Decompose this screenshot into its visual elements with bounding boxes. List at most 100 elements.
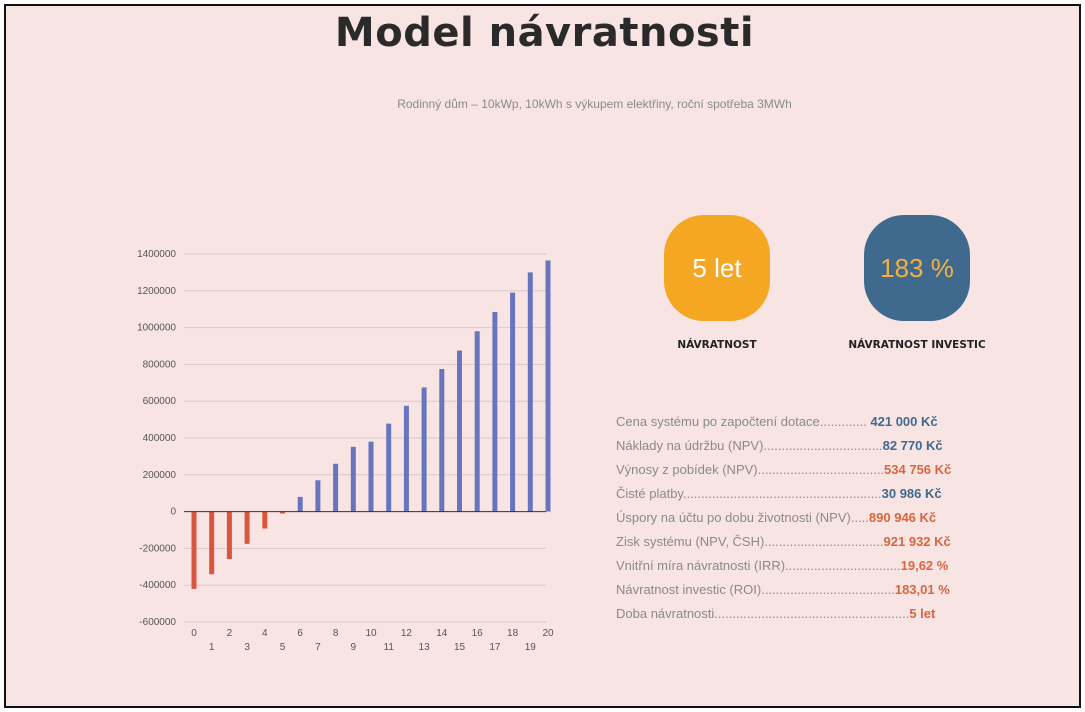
bar-year-14 bbox=[439, 369, 445, 512]
roi-badge-label: NÁVRATNOST INVESTIC bbox=[848, 339, 986, 351]
page-subtitle: Rodinný dům – 10kWp, 10kWh s výkupem ele… bbox=[397, 97, 792, 111]
x-tick-label: 7 bbox=[315, 642, 321, 653]
stat-leader: ............. bbox=[819, 414, 867, 429]
stat-label: Čisté platby bbox=[616, 486, 683, 501]
bar-year-5 bbox=[280, 511, 285, 514]
stat-row: Vnitřní míra návratnosti (IRR)..........… bbox=[616, 554, 951, 578]
bar-year-12 bbox=[403, 405, 409, 512]
stat-value: 421 000 Kč bbox=[870, 414, 938, 429]
bar-year-1 bbox=[209, 511, 215, 575]
x-tick-label: 18 bbox=[507, 628, 519, 639]
x-tick-label: 10 bbox=[365, 628, 377, 639]
y-tick-label: 1000000 bbox=[137, 323, 176, 334]
stat-label: Zisk systému (NPV, ČSH) bbox=[616, 534, 765, 549]
x-tick-label: 4 bbox=[262, 628, 268, 639]
y-tick-label: 1400000 bbox=[137, 249, 176, 260]
payback-badge: 5 let NÁVRATNOST bbox=[642, 215, 792, 351]
bar-year-2 bbox=[226, 511, 232, 560]
stat-value: 30 986 Kč bbox=[881, 486, 942, 501]
bar-year-20 bbox=[545, 260, 551, 512]
stat-label: Náklady na údržbu (NPV) bbox=[616, 438, 764, 453]
x-tick-label: 13 bbox=[419, 642, 431, 653]
stat-row: Cena systému po započtení dotace........… bbox=[616, 410, 951, 434]
page-title: Model návratnosti bbox=[334, 10, 755, 56]
stat-label: Doba návratnosti bbox=[616, 606, 715, 621]
x-tick-label: 14 bbox=[436, 628, 448, 639]
bar-year-7 bbox=[315, 480, 321, 512]
bar-year-17 bbox=[492, 311, 498, 512]
stat-row: Zisk systému (NPV, ČSH).................… bbox=[616, 530, 951, 554]
stat-value: 534 756 Kč bbox=[884, 462, 952, 477]
x-tick-label: 20 bbox=[542, 628, 554, 639]
bar-year-18 bbox=[510, 292, 516, 512]
x-tick-label: 11 bbox=[384, 642, 395, 653]
stat-leader: ................................. bbox=[763, 438, 883, 453]
stat-row: Doba návratnosti........................… bbox=[616, 602, 951, 626]
stat-label: Úspory na účtu po dobu životnosti (NPV) bbox=[616, 510, 851, 525]
y-tick-label: 200000 bbox=[143, 470, 177, 481]
stat-row: Čisté platby............................… bbox=[616, 482, 951, 506]
stat-row: Úspory na účtu po dobu životnosti (NPV).… bbox=[616, 506, 951, 530]
x-tick-label: 17 bbox=[489, 642, 501, 653]
stat-value: 183,01 % bbox=[894, 582, 950, 597]
stat-label: Vnitřní míra návratnosti (IRR) bbox=[616, 558, 786, 573]
y-tick-label: -200000 bbox=[139, 543, 176, 554]
page-frame: Model návratnosti Rodinný dům – 10kWp, 1… bbox=[4, 4, 1081, 708]
stat-row: Náklady na údržbu (NPV).................… bbox=[616, 434, 951, 458]
x-tick-label: 2 bbox=[227, 628, 233, 639]
bar-year-10 bbox=[368, 441, 374, 512]
y-tick-label: 600000 bbox=[143, 396, 177, 407]
stat-leader: ................................ bbox=[785, 558, 901, 573]
stat-leader: ..................................... bbox=[761, 582, 895, 597]
bar-year-13 bbox=[421, 387, 427, 512]
payback-badge-circle: 5 let bbox=[664, 215, 770, 321]
bar-year-19 bbox=[527, 272, 533, 512]
x-tick-label: 5 bbox=[280, 642, 286, 653]
y-tick-label: 1200000 bbox=[137, 286, 176, 297]
x-tick-label: 3 bbox=[244, 642, 250, 653]
stat-label: Cena systému po započtení dotace bbox=[616, 414, 820, 429]
bar-year-4 bbox=[262, 511, 268, 529]
payback-bar-chart: 1400000120000010000008000006000004000002… bbox=[137, 249, 554, 653]
bar-year-9 bbox=[350, 446, 356, 512]
bar-year-0 bbox=[191, 511, 197, 589]
x-tick-label: 19 bbox=[525, 642, 537, 653]
bar-year-8 bbox=[333, 463, 339, 512]
y-tick-label: 800000 bbox=[143, 359, 177, 370]
x-tick-label: 6 bbox=[297, 628, 303, 639]
x-tick-label: 12 bbox=[401, 628, 413, 639]
bar-year-3 bbox=[244, 511, 250, 544]
payback-badge-label: NÁVRATNOST bbox=[677, 339, 757, 351]
roi-badge: 183 % NÁVRATNOST INVESTIC bbox=[837, 215, 997, 351]
y-tick-label: 0 bbox=[170, 507, 176, 518]
stat-leader: ................................. bbox=[764, 534, 884, 549]
stat-leader: ........................................… bbox=[682, 486, 882, 501]
stat-leader: ........................................… bbox=[714, 606, 910, 621]
stat-row: Výnosy z pobídek (NPV)..................… bbox=[616, 458, 951, 482]
stat-value: 921 932 Kč bbox=[883, 534, 951, 549]
stats-list: Cena systému po započtení dotace........… bbox=[616, 410, 951, 626]
x-tick-label: 0 bbox=[191, 628, 197, 639]
stat-value: 5 let bbox=[909, 606, 936, 621]
x-tick-label: 1 bbox=[209, 642, 215, 653]
x-tick-label: 15 bbox=[454, 642, 466, 653]
bar-year-11 bbox=[386, 423, 392, 512]
stat-value: 82 770 Kč bbox=[882, 438, 943, 453]
roi-badge-circle: 183 % bbox=[864, 215, 970, 321]
y-tick-label: -400000 bbox=[139, 580, 176, 591]
x-tick-label: 9 bbox=[351, 642, 357, 653]
bar-year-16 bbox=[474, 331, 480, 512]
stat-leader: ..... bbox=[850, 510, 869, 525]
stat-row: Návratnost investic (ROI)...............… bbox=[616, 578, 951, 602]
x-tick-label: 8 bbox=[333, 628, 339, 639]
stat-value: 890 946 Kč bbox=[868, 510, 937, 525]
y-tick-label: 400000 bbox=[143, 433, 177, 444]
stat-value: 19,62 % bbox=[900, 558, 949, 573]
y-tick-label: -600000 bbox=[139, 617, 176, 628]
bar-year-15 bbox=[457, 350, 462, 512]
bar-year-6 bbox=[297, 496, 303, 512]
x-tick-label: 16 bbox=[472, 628, 484, 639]
stat-leader: ................................... bbox=[757, 462, 885, 477]
stat-label: Návratnost investic (ROI) bbox=[616, 582, 762, 597]
stat-label: Výnosy z pobídek (NPV) bbox=[616, 462, 758, 477]
